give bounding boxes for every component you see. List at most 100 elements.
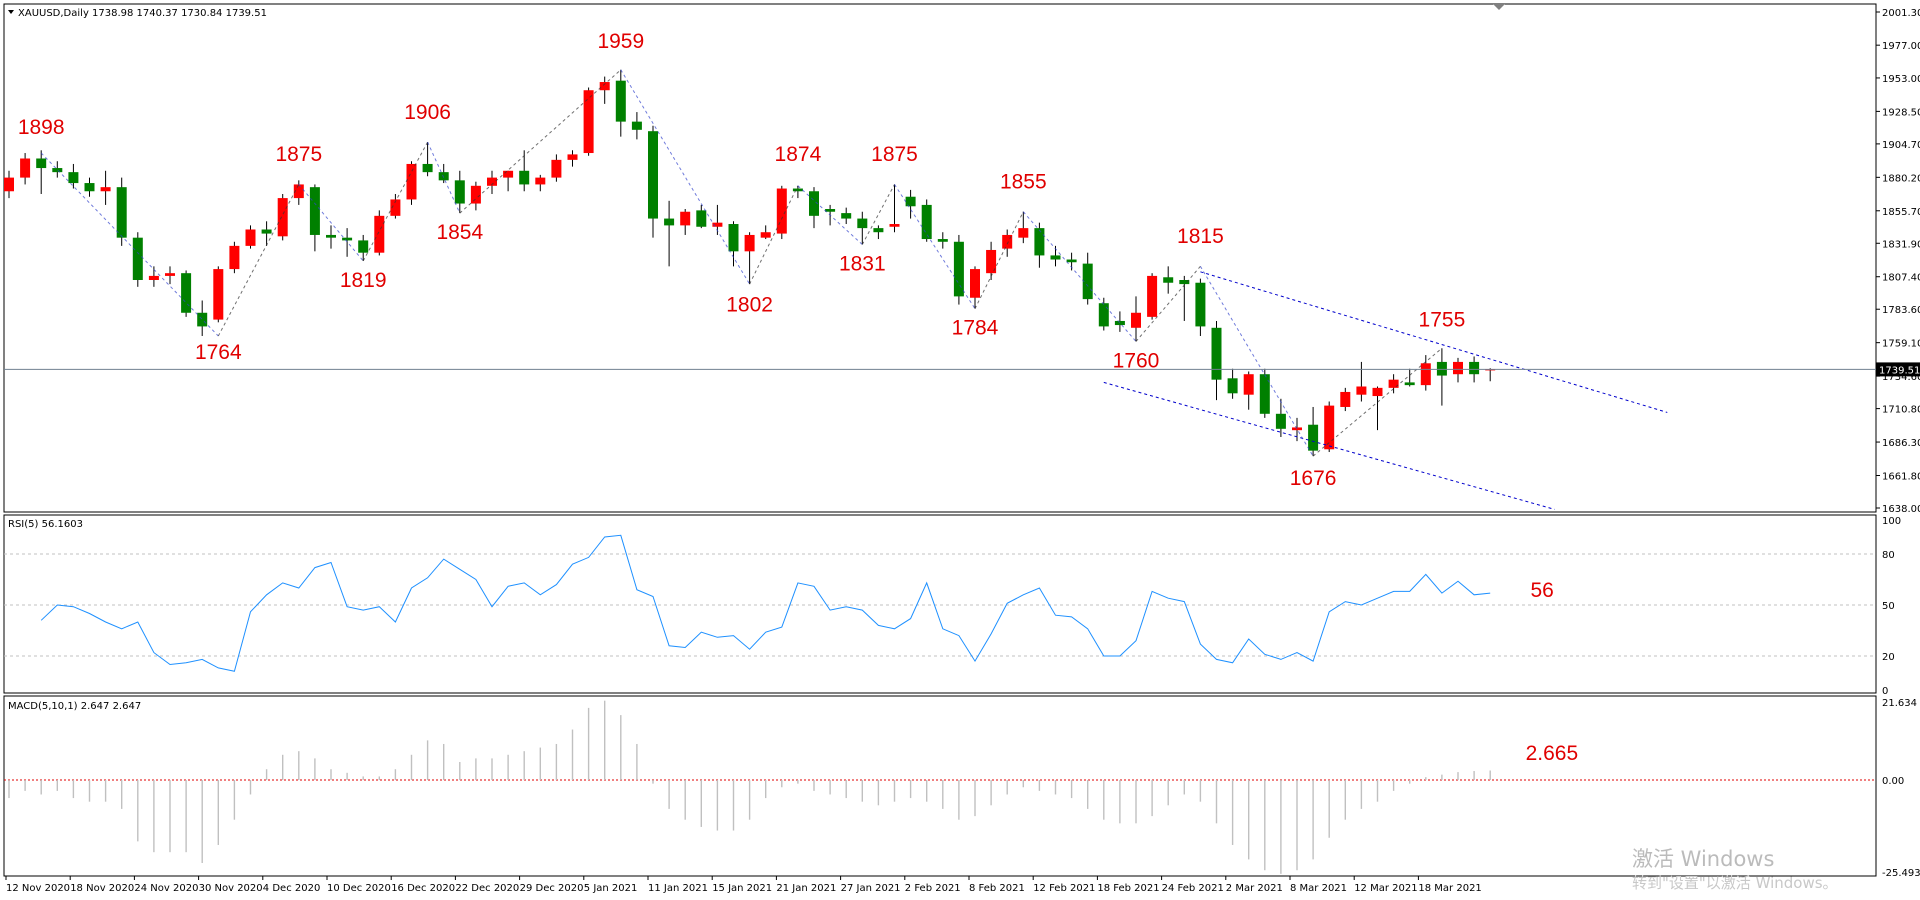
candle-body — [953, 241, 964, 297]
date-tick-label: 11 Jan 2021 — [648, 883, 708, 894]
candle-body — [1227, 378, 1238, 394]
date-tick-label: 18 Nov 2020 — [70, 883, 134, 894]
price-tick-label: 1661.80 — [1882, 472, 1920, 483]
candle-body — [1372, 387, 1383, 397]
candle-body — [1163, 277, 1174, 283]
swing-label: 1819 — [340, 269, 387, 292]
candle-body — [1436, 361, 1447, 376]
date-tick-label: 15 Jan 2021 — [712, 883, 772, 894]
candle — [181, 270, 192, 317]
candle-body — [567, 154, 578, 160]
candle — [36, 150, 47, 194]
candle-body — [986, 249, 997, 274]
candle-body — [1002, 234, 1013, 249]
candle-body — [921, 204, 932, 240]
candle-body — [4, 177, 14, 192]
swing-label: 1874 — [775, 143, 822, 166]
candle — [358, 234, 369, 261]
main-panel-frame — [3, 3, 1877, 513]
swing-label: 1760 — [1113, 349, 1160, 372]
macd-last-value: 2.665 — [1526, 742, 1579, 765]
date-tick-label: 8 Mar 2021 — [1290, 883, 1347, 894]
channel-lower-line[interactable] — [1103, 381, 1555, 510]
swing-label: 1784 — [952, 317, 999, 340]
candle-body — [438, 172, 449, 181]
candle — [1308, 406, 1319, 457]
candle-body — [36, 158, 47, 169]
candle-body — [889, 224, 900, 227]
candle — [197, 300, 208, 336]
price-tick-label: 1783.60 — [1882, 305, 1920, 316]
candle — [535, 174, 546, 192]
candle — [760, 225, 771, 240]
candle — [261, 221, 272, 246]
candle-body — [487, 177, 497, 186]
candle-body — [615, 80, 626, 122]
candle — [953, 234, 964, 305]
chart-shift-icon[interactable] — [1493, 4, 1505, 10]
rsi-title: RSI(5) 56.1603 — [8, 519, 83, 530]
swing-label: 1815 — [1177, 225, 1224, 248]
price-axis: 2001.30 1977.00 1953.00 1928.50 1904.70 1880.… — [1876, 8, 1920, 515]
date-tick-label: 18 Feb 2021 — [1097, 883, 1159, 894]
candle-body — [68, 172, 79, 184]
candle — [1324, 401, 1335, 453]
swing-label: 1959 — [597, 30, 644, 53]
date-tick-label: 12 Feb 2021 — [1033, 883, 1095, 894]
candle — [905, 189, 916, 219]
candle — [20, 153, 31, 185]
candle-body — [390, 199, 401, 216]
candle — [116, 177, 127, 246]
dropdown-arrow-icon[interactable] — [8, 10, 14, 14]
candle — [406, 161, 417, 205]
rsi-last-value: 56 — [1530, 579, 1553, 602]
date-tick-label: 27 Jan 2021 — [841, 883, 901, 894]
candle — [1131, 296, 1141, 342]
date-tick-label: 30 Nov 2020 — [199, 883, 263, 894]
candle — [873, 225, 884, 240]
candle-body — [744, 234, 755, 252]
rsi-tick-label: 20 — [1882, 652, 1895, 663]
candle — [1420, 355, 1431, 391]
zigzag-segment — [427, 141, 461, 214]
candle-body — [680, 211, 691, 226]
current-price-label: 1739.51 — [1879, 365, 1920, 376]
rsi-line — [40, 534, 1491, 672]
date-tick-label: 29 Dec 2020 — [520, 883, 584, 894]
watermark-line1: 激活 Windows — [1632, 847, 1774, 871]
candle-body — [116, 187, 127, 238]
candle — [1227, 368, 1238, 399]
candle — [792, 185, 803, 199]
candle — [438, 163, 449, 184]
candle-body — [905, 196, 916, 207]
candle-body — [1292, 427, 1302, 431]
candle-body — [664, 218, 675, 226]
candle-body — [873, 228, 884, 233]
candle — [1372, 386, 1383, 431]
candle-body — [1082, 263, 1093, 300]
candle-body — [148, 275, 159, 281]
candle — [503, 170, 514, 192]
zigzag-segment — [298, 184, 364, 262]
symbol-label: XAUUSD,Daily — [18, 8, 89, 19]
candle — [1114, 311, 1125, 332]
candle — [84, 177, 95, 197]
candle — [132, 232, 143, 287]
swing-label: 1854 — [436, 221, 483, 244]
candle-body — [760, 232, 771, 238]
price-tick-label: 1928.50 — [1882, 107, 1920, 118]
candle — [809, 187, 819, 229]
candle — [245, 225, 256, 249]
candle-body — [358, 240, 369, 253]
candle-body — [1098, 303, 1109, 327]
candle-body — [599, 82, 610, 91]
candle — [937, 232, 948, 249]
candle-body — [470, 185, 481, 204]
candle-body — [1404, 382, 1415, 386]
price-tick-label: 2001.30 — [1882, 8, 1920, 19]
candle-body — [1340, 391, 1351, 407]
macd-title: MACD(5,10,1) 2.647 2.647 — [8, 701, 141, 712]
date-axis: 12 Nov 2020 18 Nov 2020 24 Nov 2020 30 Nov … — [5, 876, 1482, 894]
candle — [631, 112, 642, 140]
candle-body — [1275, 413, 1286, 429]
